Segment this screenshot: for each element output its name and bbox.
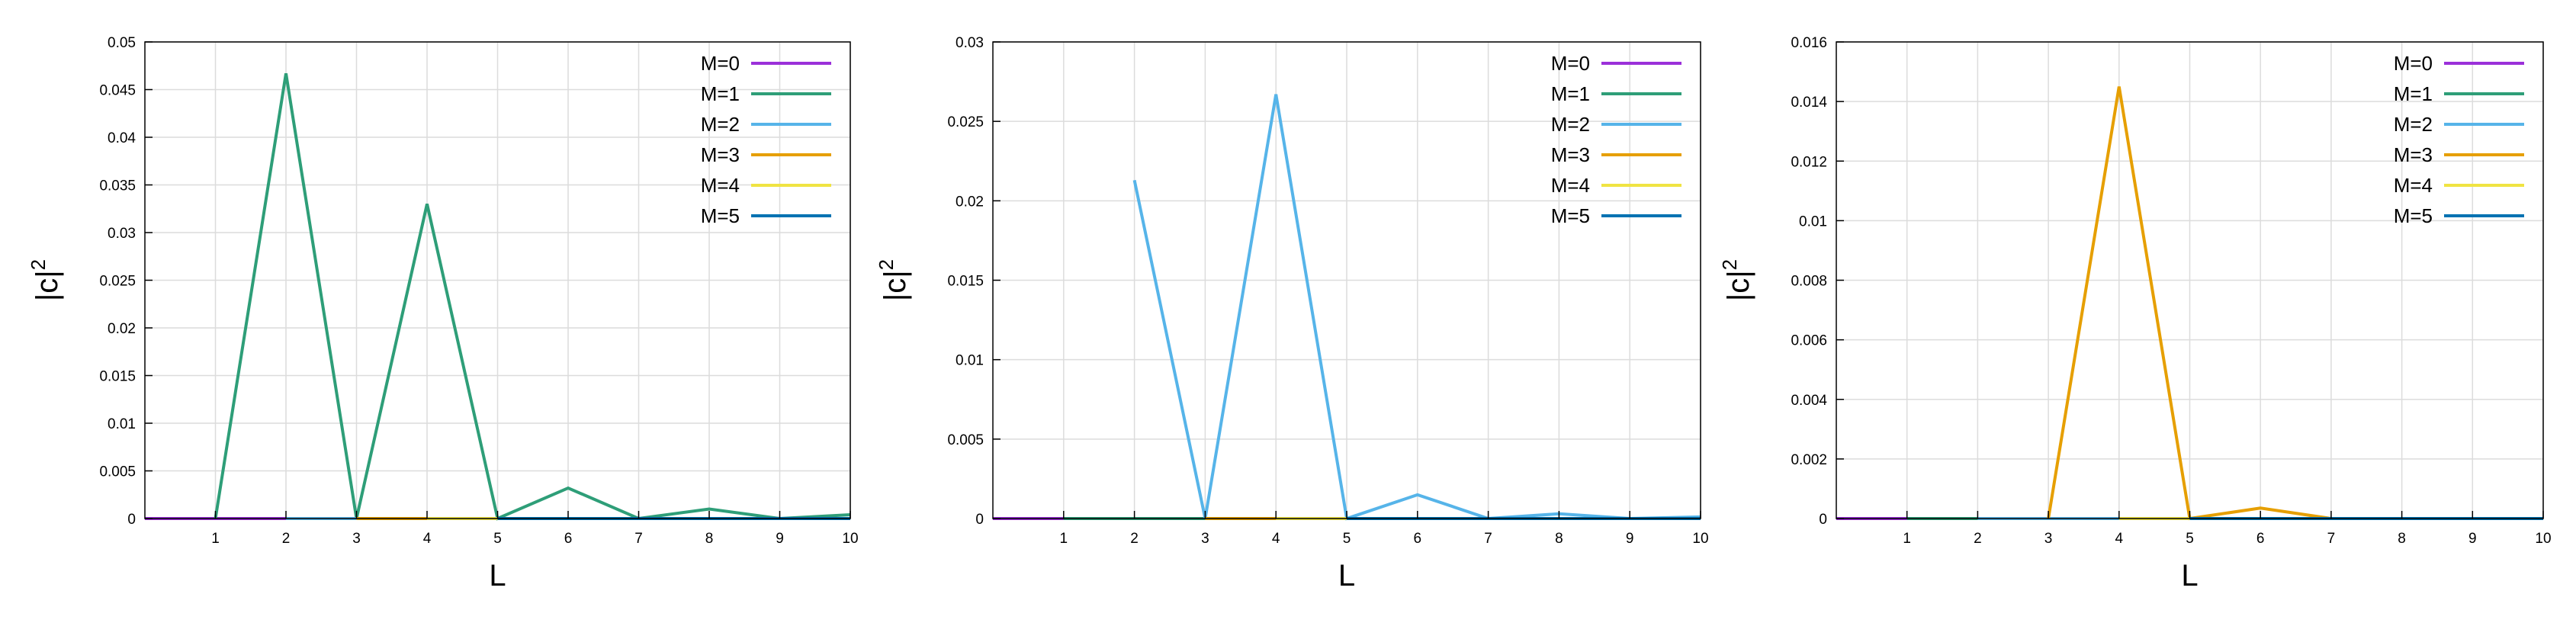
y-tick-label: 0 [127, 512, 136, 528]
legend-label: M=0 [1551, 52, 1590, 75]
x-tick-label: 10 [1692, 531, 1708, 547]
legend-label: M=5 [2394, 204, 2433, 227]
y-tick-label: 0.012 [1791, 154, 1827, 170]
y-tick-label: 0.03 [956, 35, 984, 51]
y-tick-label: 0.035 [99, 178, 136, 194]
y-axis-label-superscript: 2 [1718, 259, 1741, 270]
series-line-m3 [2047, 86, 2543, 521]
x-tick-label: 6 [2256, 531, 2265, 547]
legend-label: M=2 [1551, 113, 1590, 136]
x-tick-label: 6 [564, 531, 573, 547]
y-tick-label: 0 [1819, 512, 1827, 528]
y-axis-label-superscript: 2 [27, 259, 50, 270]
x-tick-label: 9 [776, 531, 784, 547]
x-tick-label: 5 [2186, 531, 2194, 547]
x-tick-label: 1 [211, 531, 220, 547]
y-tick-label: 0.008 [1791, 274, 1827, 290]
y-tick-label: 0.01 [1799, 214, 1827, 230]
legend-label: M=0 [2394, 52, 2433, 75]
legend-label: M=4 [2394, 174, 2433, 197]
y-tick-label: 0.01 [956, 353, 984, 369]
x-tick-label: 8 [2398, 531, 2406, 547]
legend-label: M=5 [701, 204, 740, 227]
y-tick-label: 0.006 [1791, 333, 1827, 349]
y-tick-label: 0.02 [956, 194, 984, 210]
legend-label: M=0 [701, 52, 740, 75]
legend-label: M=3 [701, 143, 740, 166]
y-axis-label-base: |c| [878, 270, 912, 301]
x-tick-label: 2 [282, 531, 291, 547]
x-tick-label: 8 [705, 531, 714, 547]
x-tick-label: 2 [1974, 531, 1982, 547]
y-axis-label-base: |c| [31, 270, 64, 301]
y-tick-label: 0.002 [1791, 452, 1827, 468]
legend-label: M=2 [701, 113, 740, 136]
legend-label: M=2 [2394, 113, 2433, 136]
x-tick-label: 1 [1060, 531, 1068, 547]
y-tick-label: 0.04 [108, 130, 136, 146]
y-axis-label-base: |c| [1722, 270, 1755, 301]
legend-label: M=4 [701, 174, 740, 197]
x-tick-label: 9 [2468, 531, 2477, 547]
x-tick-label: 7 [634, 531, 643, 547]
x-tick-label: 1 [1903, 531, 1911, 547]
y-tick-label: 0.005 [947, 432, 984, 448]
series-line-m1 [214, 72, 851, 521]
y-tick-label: 0.015 [99, 369, 136, 385]
y-tick-label: 0 [975, 512, 984, 528]
chart-panel-2: 1 2 3 4 5 6 7 8 9 10 0 0.005 0.01 0.015 0.02 0.025 0.03 L… [875, 35, 1709, 592]
y-axis-label-superscript: 2 [875, 259, 898, 270]
y-tick-label: 0.014 [1791, 95, 1827, 111]
x-axis-label: L [2181, 559, 2198, 592]
x-tick-label: 7 [1484, 531, 1492, 547]
y-tick-label: 0.025 [947, 114, 984, 130]
y-tick-label: 0.05 [108, 35, 136, 51]
legend-label: M=1 [2394, 82, 2433, 105]
x-tick-label: 10 [842, 531, 858, 547]
y-axis-label: |c|2 [875, 259, 912, 301]
x-tick-label: 4 [423, 531, 432, 547]
x-tick-label: 5 [493, 531, 502, 547]
chart-panel-1: 1 2 3 4 5 6 7 8 9 10 0 0.005 0.01 0.015 0.02 0.025 0.03 0… [27, 35, 859, 592]
legend-label: M=1 [1551, 82, 1590, 105]
y-tick-label: 0.015 [947, 274, 984, 290]
y-tick-label: 0.025 [99, 274, 136, 290]
x-tick-label: 9 [1626, 531, 1634, 547]
x-tick-label: 4 [1272, 531, 1280, 547]
x-tick-label: 5 [1343, 531, 1351, 547]
x-tick-label: 3 [352, 531, 361, 547]
y-tick-label: 0.03 [108, 226, 136, 242]
x-tick-label: 7 [2327, 531, 2336, 547]
legend-label: M=4 [1551, 174, 1590, 197]
x-tick-label: 8 [1555, 531, 1563, 547]
y-tick-label: 0.045 [99, 83, 136, 99]
x-tick-label: 2 [1130, 531, 1139, 547]
y-tick-label: 0.02 [108, 321, 136, 337]
y-tick-label: 0.004 [1791, 393, 1827, 409]
y-tick-label: 0.016 [1791, 35, 1827, 51]
legend-label: M=5 [1551, 204, 1590, 227]
x-axis-label: L [489, 559, 506, 592]
x-tick-label: 4 [2115, 531, 2124, 547]
y-tick-label: 0.01 [108, 416, 136, 432]
legend-label: M=3 [1551, 143, 1590, 166]
y-axis-label: |c|2 [27, 259, 64, 301]
chart-panel-3: 1 2 3 4 5 6 7 8 9 10 0 0.002 0.004 0.006 0.008 0.01 0.01… [1718, 35, 2552, 592]
x-tick-label: 6 [1414, 531, 1422, 547]
y-tick-label: 0.005 [99, 464, 136, 480]
x-tick-label: 3 [2044, 531, 2053, 547]
y-axis-label: |c|2 [1718, 259, 1755, 301]
series-line-m2 [1132, 94, 1701, 521]
legend-label: M=1 [701, 82, 740, 105]
x-axis-label: L [1338, 559, 1355, 592]
x-tick-label: 3 [1201, 531, 1209, 547]
legend-label: M=3 [2394, 143, 2433, 166]
x-tick-label: 10 [2535, 531, 2551, 547]
